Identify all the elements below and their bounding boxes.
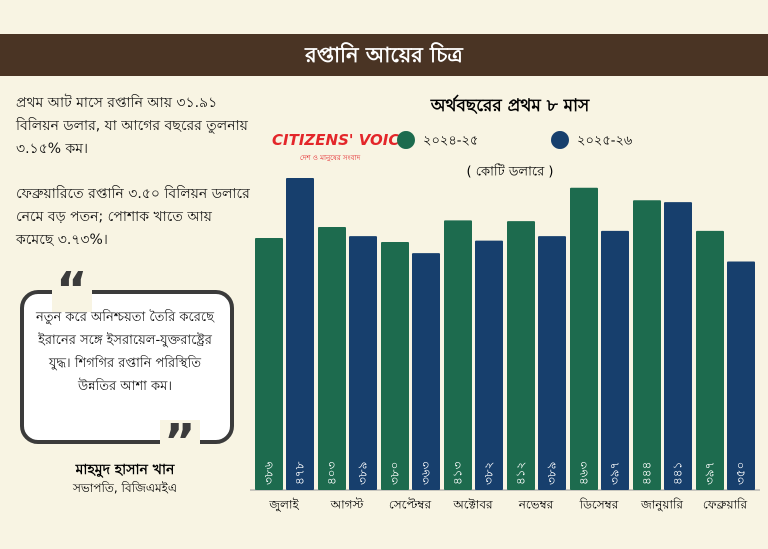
unit-label: ( কোটি ডলারে ) — [467, 164, 554, 180]
x-tick-label: সেপ্টেম্বর — [389, 498, 432, 512]
bar — [286, 178, 314, 490]
value-label: ৩৯৭ — [703, 462, 717, 485]
x-tick-label: নভেম্বর — [518, 498, 554, 512]
value-label: ৪০৩ — [325, 461, 339, 485]
value-label: ৪৬৩ — [577, 461, 591, 485]
bar — [633, 200, 661, 490]
legend-swatch — [397, 131, 415, 149]
legend-swatch — [551, 131, 569, 149]
value-label: ৪৪১ — [671, 462, 685, 485]
bar — [349, 236, 377, 490]
legend-label: ২০২৫-২৬ — [577, 134, 633, 149]
chart-title: অর্থবছরের প্রথম ৮ মাস — [430, 94, 590, 116]
bar — [538, 236, 566, 490]
bar — [664, 202, 692, 490]
bar — [444, 220, 472, 491]
logo-tagline: দেশ ও মানুষের সংবাদ — [300, 154, 361, 162]
quote-text: নতুন করে অনিশ্চয়তা তৈরি করেছে ইরানের সঙ… — [36, 310, 214, 394]
value-label: ৩৫০ — [734, 462, 748, 485]
value-label: ৩৮৯ — [545, 462, 559, 485]
value-label: ৪৭৮ — [293, 461, 307, 485]
bar — [412, 253, 440, 490]
x-tick-label: অক্টোবর — [452, 498, 493, 512]
quote-mark: ” — [160, 418, 200, 466]
value-label: ৩৮২ — [482, 462, 496, 485]
quote-box — [20, 290, 234, 444]
value-label: ৪১৩ — [451, 461, 465, 485]
summary: প্রথম আট মাসে রপ্তানি আয় ৩১.৯১ বিলিয়ন … — [16, 95, 248, 157]
x-tick-label: জানুয়ারি — [640, 498, 683, 513]
value-label: ৩৬৩ — [419, 461, 433, 485]
x-tick-label: ডিসেম্বর — [579, 498, 619, 512]
bar — [727, 261, 755, 490]
x-tick-label: জুলাই — [268, 498, 299, 513]
bar — [475, 240, 503, 490]
header-bar — [0, 34, 768, 76]
bar — [255, 238, 283, 490]
bar — [507, 221, 535, 490]
value-label: ৩৮০ — [388, 462, 402, 485]
x-tick-label: আগস্ট — [330, 498, 365, 512]
bar — [318, 226, 346, 490]
quote-name: মাহমুদ হাসান খান — [75, 462, 175, 478]
bar — [696, 230, 724, 490]
header-title: রপ্তানি আয়ের চিত্র — [305, 43, 463, 67]
bar — [570, 187, 598, 490]
legend-label: ২০২৪-২৫ — [423, 134, 478, 149]
bar — [601, 230, 629, 490]
quote-mark: “ — [52, 266, 92, 314]
value-label: ৪১২ — [514, 462, 528, 485]
summary: ফেব্রুয়ারিতে রপ্তানি ৩.৫০ বিলিয়ন ডলারে… — [16, 186, 250, 248]
value-label: ৪৪৪ — [640, 462, 654, 485]
value-label: ৩৮৬ — [262, 461, 276, 485]
value-label: ৩৮৯ — [356, 462, 370, 485]
x-tick-label: ফেব্রুয়ারি — [703, 498, 748, 512]
logo: CITIZENS' VOICE — [272, 131, 410, 149]
value-label: ৩৯৭ — [608, 462, 622, 485]
bar — [381, 241, 409, 490]
quote-role: সভাপতি, বিজিএমইএ — [72, 481, 177, 495]
